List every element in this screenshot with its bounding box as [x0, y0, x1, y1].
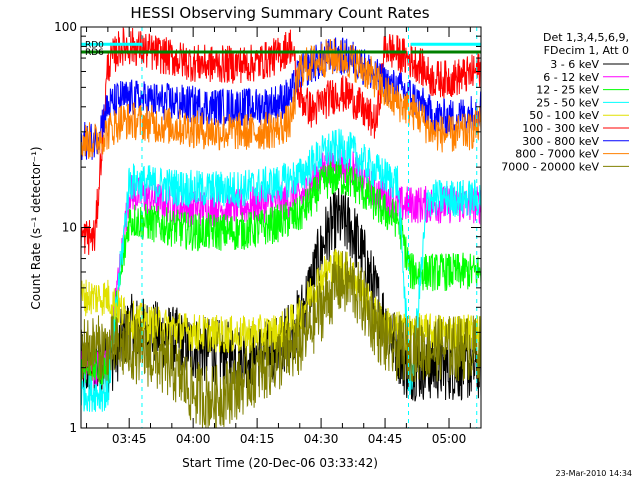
y-axis-ticks: 1 10 100 [54, 20, 481, 435]
legend: Det 1,3,4,5,6,9, FDecim 1, Att 0 3 - 6 k… [501, 31, 629, 173]
legend-label-6-12-kev: 6 - 12 keV [543, 71, 599, 84]
legend-label-3-6-kev: 3 - 6 keV [550, 58, 599, 71]
legend-header-line-1: Det 1,3,4,5,6,9, [543, 31, 629, 44]
y-tick-label-1: 1 [69, 421, 77, 435]
rd0-label: RD0 [85, 40, 104, 50]
x-axis-ticks: 03:45 04:00 04:15 04:30 04:45 05:00 [86, 27, 471, 446]
series-line-7000-20000-kev [81, 250, 481, 428]
series-line-12-25-kev [81, 158, 481, 387]
legend-label-25-50-kev: 25 - 50 keV [536, 96, 599, 109]
x-tick-label-3: 04:15 [240, 432, 275, 446]
y-tick-label-3: 100 [54, 20, 77, 34]
legend-label-50-100-kev: 50 - 100 keV [529, 109, 599, 122]
rd6-label: RD6 [85, 48, 104, 58]
x-tick-label-2: 04:00 [176, 432, 211, 446]
legend-label-100-300-kev: 100 - 300 keV [522, 122, 599, 135]
y-tick-label-2: 10 [62, 221, 77, 235]
legend-label-12-25-kev: 12 - 25 keV [536, 84, 599, 97]
legend-label-800-7000-kev: 800 - 7000 keV [515, 148, 599, 161]
x-tick-label-5: 04:45 [368, 432, 403, 446]
series-line-800-7000-kev [81, 38, 481, 159]
chart-title: HESSI Observing Summary Count Rates [130, 4, 429, 22]
x-tick-label-1: 03:45 [112, 432, 147, 446]
x-tick-label-4: 04:30 [304, 432, 339, 446]
footer-timestamp: 23-Mar-2010 14:34 [556, 469, 633, 478]
legend-header-line-2: FDecim 1, Att 0 [544, 44, 629, 57]
series-group [81, 27, 481, 428]
x-axis-label: Start Time (20-Dec-06 03:33:42) [182, 456, 378, 470]
legend-label-7000-20000-kev: 7000 - 20000 keV [501, 160, 599, 173]
y-axis-label: Count Rate (s⁻¹ detector⁻¹) [29, 146, 43, 309]
legend-label-300-800-kev: 300 - 800 keV [522, 135, 599, 148]
x-tick-label-6: 05:00 [432, 432, 467, 446]
